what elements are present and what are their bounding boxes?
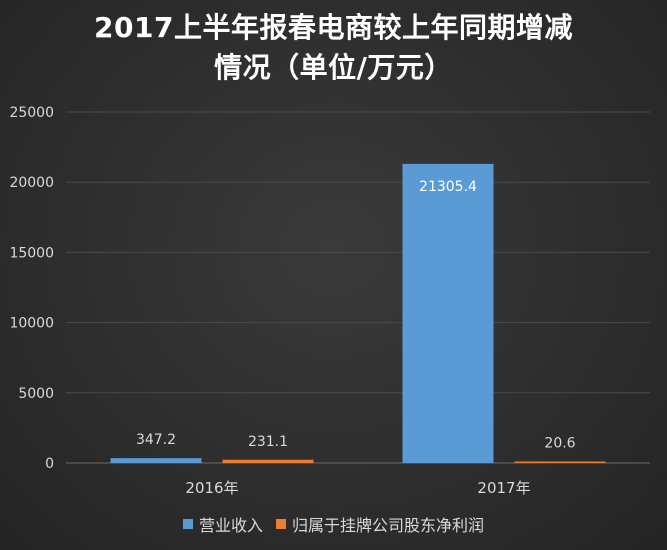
bar-net-profit bbox=[222, 459, 314, 463]
data-label: 20.6 bbox=[544, 436, 575, 452]
y-tick-label: 0 bbox=[45, 456, 54, 472]
x-category-label: 2016年 bbox=[185, 479, 238, 497]
y-tick-label: 10000 bbox=[9, 316, 54, 332]
legend-swatch-revenue bbox=[182, 519, 193, 529]
data-label: 347.2 bbox=[136, 432, 176, 448]
legend-label-revenue: 营业收入 bbox=[198, 516, 263, 535]
chart-title-line-2: 情况（单位/万元） bbox=[214, 51, 453, 84]
legend-label-net-profit: 归属于挂牌公司股东净利润 bbox=[292, 516, 485, 535]
x-category-label: 2017年 bbox=[477, 479, 530, 497]
chart-legend: 营业收入 归属于挂牌公司股东净利润 bbox=[0, 512, 667, 536]
legend-item-revenue: 营业收入 bbox=[182, 512, 263, 536]
y-tick-label: 25000 bbox=[9, 105, 54, 121]
legend-swatch-net-profit bbox=[276, 519, 287, 529]
y-tick-label: 5000 bbox=[18, 386, 54, 402]
data-label: 231.1 bbox=[248, 434, 288, 450]
chart-title-line-1: 2017上半年报春电商较上年同期增减 bbox=[94, 11, 573, 44]
legend-item-net-profit: 归属于挂牌公司股东净利润 bbox=[276, 512, 484, 536]
bar-revenue bbox=[402, 163, 494, 463]
bar-revenue bbox=[110, 458, 202, 463]
y-tick-label: 15000 bbox=[9, 245, 54, 261]
y-tick-label: 20000 bbox=[9, 175, 54, 191]
data-label: 21305.4 bbox=[419, 179, 477, 195]
chart-title: 2017上半年报春电商较上年同期增减 情况（单位/万元） bbox=[0, 8, 667, 88]
bar-net-profit bbox=[514, 461, 606, 463]
